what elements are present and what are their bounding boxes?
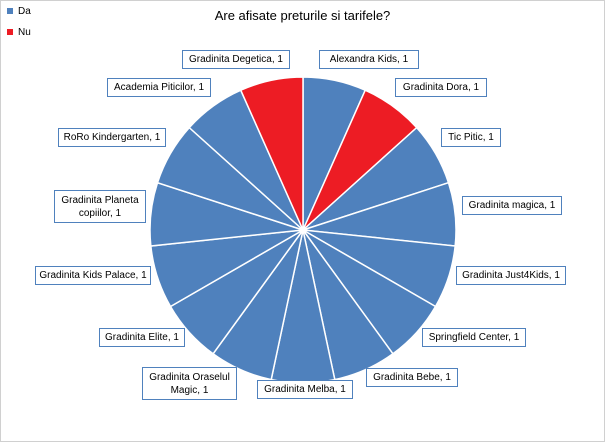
slice-label: Gradinita Elite, 1 — [99, 328, 185, 347]
slice-label: Gradinita Bebe, 1 — [366, 368, 458, 387]
slice-label: Gradinita magica, 1 — [462, 196, 562, 215]
slice-label: Alexandra Kids, 1 — [319, 50, 419, 69]
slice-label: Gradinita Just4Kids, 1 — [456, 266, 566, 285]
slice-label: Gradinita Degetica, 1 — [182, 50, 290, 69]
pie-slice — [239, 76, 304, 231]
slice-label: Gradinita Planeta copiilor, 1 — [54, 190, 146, 223]
legend-swatch-nu — [7, 29, 13, 35]
legend-item-da: Da — [7, 4, 31, 18]
legend-label-nu: Nu — [18, 26, 31, 38]
slice-label: Tic Pitic, 1 — [441, 128, 501, 147]
slice-label: Gradinita Kids Palace, 1 — [35, 266, 151, 285]
slice-label: Academia Piticilor, 1 — [107, 78, 211, 97]
slice-label: Gradinita Oraselul Magic, 1 — [142, 367, 237, 400]
legend-item-nu: Nu — [7, 25, 31, 39]
slice-label: Gradinita Dora, 1 — [395, 78, 487, 97]
slice-label: Springfield Center, 1 — [422, 328, 526, 347]
slice-label: RoRo Kindergarten, 1 — [58, 128, 166, 147]
slice-label: Gradinita Melba, 1 — [257, 380, 353, 399]
legend-swatch-da — [7, 8, 13, 14]
chart-title: Are afisate preturile si tarifele? — [214, 8, 391, 23]
legend-label-da: Da — [18, 5, 31, 17]
